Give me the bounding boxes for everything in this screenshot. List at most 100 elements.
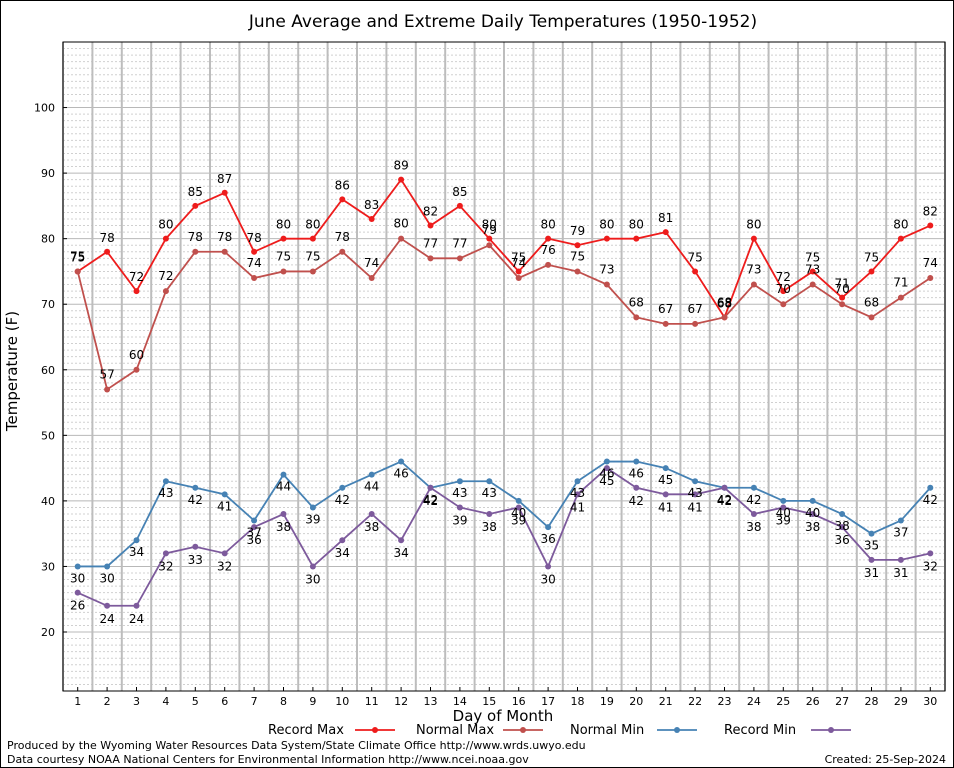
record-min-point	[633, 484, 640, 491]
normal-max-data-label: 67	[658, 302, 673, 316]
normal-max-data-label: 74	[923, 256, 938, 270]
record-min-data-label: 32	[923, 559, 938, 573]
normal-min-point	[221, 491, 228, 498]
record-max-data-label: 75	[864, 250, 879, 264]
normal-max-data-label: 75	[305, 249, 320, 263]
record-max-data-label: 75	[70, 250, 85, 264]
record-max-point	[309, 235, 316, 242]
x-tick-label: 28	[865, 695, 879, 708]
record-max-data-label: 79	[570, 224, 585, 238]
record-max-data-label: 80	[540, 218, 555, 232]
record-min-data-label: 24	[129, 612, 144, 626]
record-max-point	[515, 268, 522, 275]
record-min-data-label: 38	[276, 520, 291, 534]
normal-max-data-label: 77	[452, 236, 467, 250]
normal-min-data-label: 43	[452, 486, 467, 500]
normal-max-point	[750, 281, 757, 288]
legend-label-normal-min: Normal Min	[570, 723, 644, 738]
normal-min-data-label: 39	[305, 512, 320, 526]
normal-min-line	[77, 460, 931, 568]
normal-max-data-label: 73	[746, 263, 761, 277]
record-max-data-label: 85	[188, 185, 203, 199]
plot-border	[62, 41, 946, 692]
normal-min-data-label: 35	[864, 539, 879, 553]
record-min-data-label: 38	[746, 520, 761, 534]
x-axis-label: Day of Month	[453, 707, 554, 725]
record-min-data-label: 26	[70, 599, 85, 613]
normal-min-data-label: 43	[158, 486, 173, 500]
y-tick-label: 60	[41, 364, 55, 377]
record-min-data-label: 30	[305, 572, 320, 586]
normal-max-point	[927, 275, 934, 281]
normal-max-point	[427, 255, 434, 262]
normal-max-point	[280, 268, 287, 275]
record-min-point	[133, 602, 140, 609]
normal-max-point	[486, 242, 493, 249]
normal-max-data-label: 76	[540, 243, 555, 257]
record-max-point	[662, 229, 669, 236]
normal-min-data-label: 38	[834, 519, 849, 533]
record-max-data-label: 75	[511, 250, 526, 264]
record-max-point	[339, 196, 346, 203]
normal-max-point	[633, 314, 640, 321]
record-max-point	[427, 222, 434, 229]
normal-min-data-label: 41	[217, 499, 232, 513]
normal-min-data-label: 42	[923, 493, 938, 507]
normal-min-data-label: 42	[746, 493, 761, 507]
normal-max-data-label: 70	[776, 282, 791, 296]
record-min-point	[839, 524, 846, 531]
normal-min-point	[456, 478, 463, 485]
legend-label-normal-max: Normal Max	[416, 723, 494, 738]
y-tick-label: 30	[41, 560, 55, 573]
normal-min-data-label: 40	[805, 506, 820, 520]
normal-min-point	[839, 511, 846, 517]
normal-max-point	[868, 314, 875, 321]
x-tick-label: 18	[571, 695, 585, 708]
record-min-point	[545, 563, 552, 570]
record-max-data-label: 82	[923, 205, 938, 219]
x-tick-label: 15	[482, 695, 496, 708]
x-tick-label: 8	[280, 695, 287, 708]
x-tick-label: 29	[894, 695, 908, 708]
record-min-point	[603, 465, 610, 472]
y-tick-label: 50	[41, 429, 55, 442]
normal-max-point	[839, 301, 846, 308]
record-max-point	[545, 235, 552, 242]
record-min-point	[868, 556, 875, 563]
normal-min-point	[515, 497, 522, 504]
record-max-data-label: 71	[834, 277, 849, 291]
normal-max-data-label: 70	[834, 282, 849, 296]
grid-lines	[62, 42, 946, 692]
footer-created: Created: 25-Sep-2024	[825, 753, 946, 766]
normal-min-point	[603, 458, 610, 465]
normal-min-data-label: 42	[188, 493, 203, 507]
normal-max-data-label: 57	[99, 367, 114, 381]
normal-max-data-label: 73	[805, 263, 820, 277]
normal-min-data-label: 46	[629, 467, 644, 481]
normal-min-data-label: 30	[99, 571, 114, 585]
normal-max-data-label: 75	[570, 249, 585, 263]
record-max-data-label: 83	[364, 198, 379, 212]
x-tick-labels: 1 2 3 4 5 6 7 8 9 10 11 12 13 14 15 16 17 18 19 20 21 22 23 24 2…	[74, 695, 937, 708]
record-max-data-label: 81	[658, 211, 673, 225]
record-min-point	[692, 491, 699, 498]
normal-min-point	[927, 484, 934, 491]
record-min-line	[77, 466, 931, 607]
x-tick-label: 11	[365, 695, 379, 708]
record-max-data-label: 80	[599, 218, 614, 232]
record-min-data-label: 41	[570, 500, 585, 514]
normal-max-data-label: 72	[158, 269, 173, 283]
x-tick-label: 13	[424, 695, 438, 708]
record-min-point	[750, 511, 757, 517]
record-max-data-label: 87	[217, 172, 232, 186]
record-min-point	[162, 550, 169, 557]
x-tick-label: 14	[453, 695, 467, 708]
normal-max-point	[692, 320, 699, 327]
normal-min-point	[398, 458, 405, 465]
normal-max-point	[662, 320, 669, 327]
normal-max-point	[251, 275, 258, 281]
normal-max-data-label: 74	[364, 256, 379, 270]
record-min-data-label: 30	[540, 572, 555, 586]
record-max-point	[398, 176, 405, 183]
